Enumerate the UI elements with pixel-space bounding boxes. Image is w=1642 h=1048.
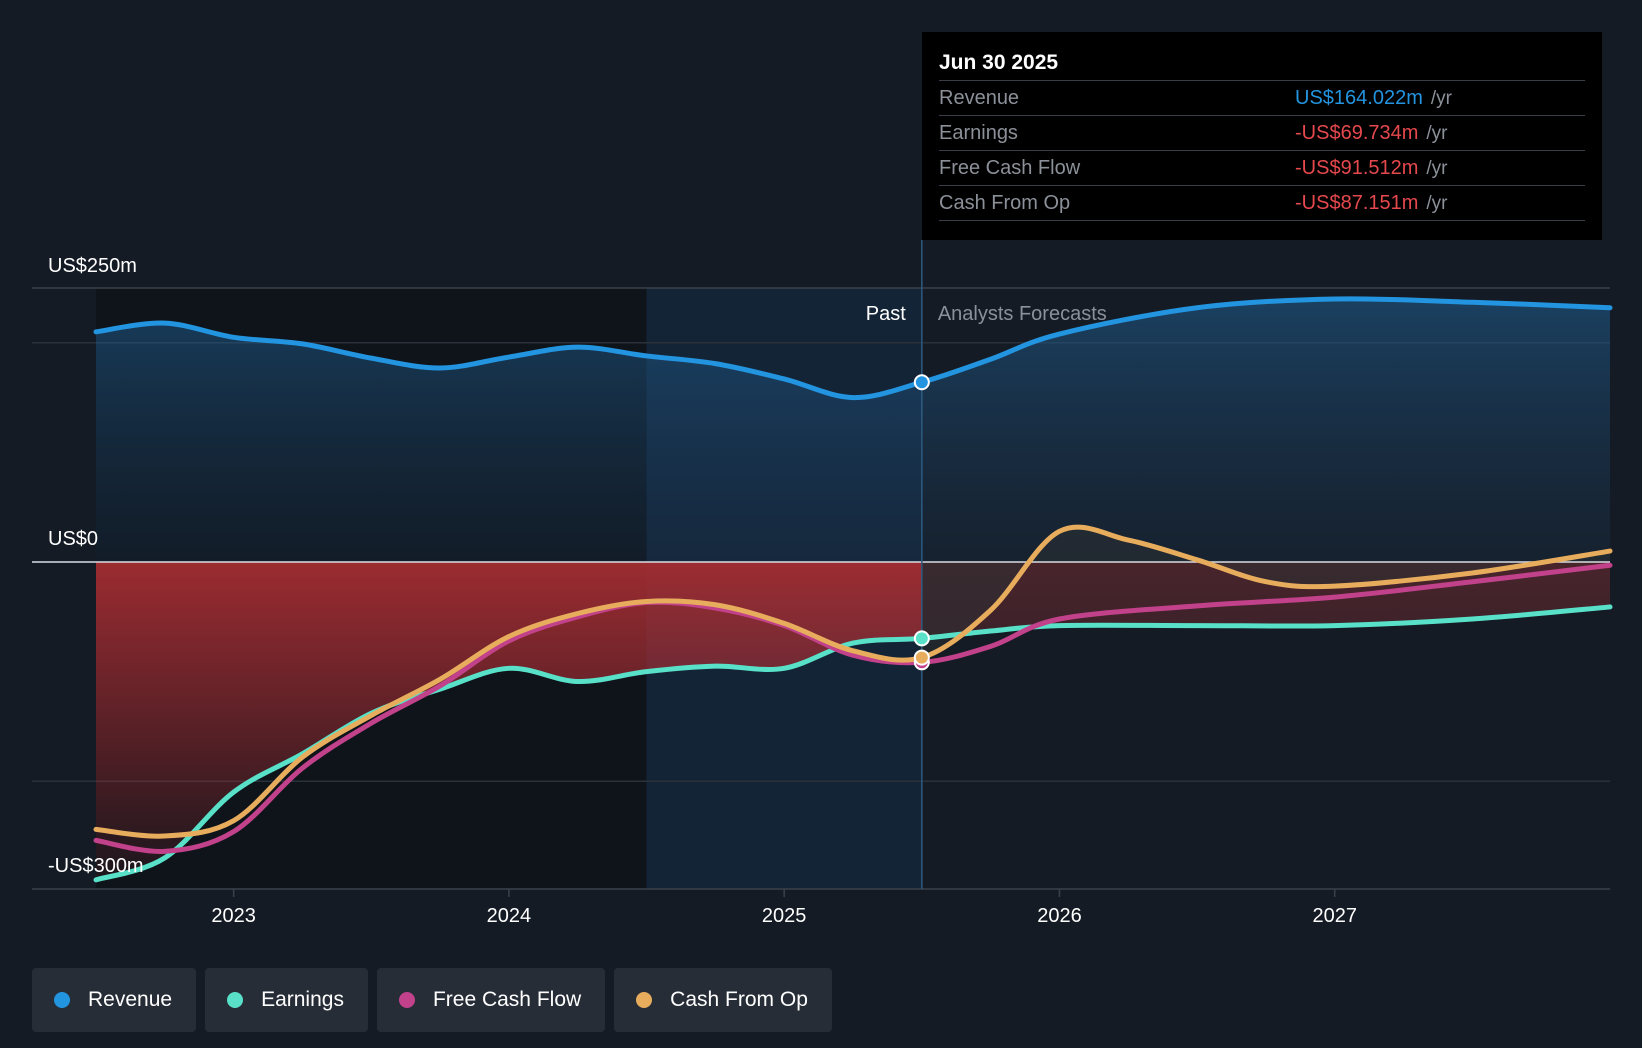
tooltip-row-label: Cash From Op bbox=[939, 192, 1071, 214]
legend-dot-icon bbox=[398, 992, 415, 1008]
legend-dot-icon bbox=[54, 992, 70, 1008]
legend: Revenue Earnings Free Cash Flow Cash From O… bbox=[32, 968, 832, 1032]
cash-from-op-area bbox=[921, 527, 1610, 658]
tooltip-row-label: Earnings bbox=[939, 122, 1018, 144]
earnings-area-past bbox=[96, 562, 922, 880]
series-lines bbox=[93, 296, 1613, 883]
tooltip-row-unit: /yr bbox=[1426, 193, 1448, 214]
tooltip-rows: Revenue US$164.022m/yr Earnings -US$69.734m… bbox=[939, 81, 1585, 221]
y-label-top: US$250m bbox=[48, 255, 137, 277]
tooltip-row: Revenue US$164.022m/yr bbox=[939, 81, 1585, 116]
legend-dot-icon bbox=[227, 992, 244, 1008]
tooltip-row: Free Cash Flow -US$91.512m/yr bbox=[939, 151, 1585, 186]
legend-dot-icon bbox=[636, 992, 653, 1008]
x-tick-label: 2026 bbox=[1037, 905, 1082, 927]
x-tick-label: 2025 bbox=[762, 905, 807, 927]
past-label: Past bbox=[866, 303, 906, 325]
legend-item-earnings[interactable]: Earnings bbox=[205, 968, 368, 1032]
revenue-line bbox=[93, 296, 1613, 401]
tooltip-row-label: Free Cash Flow bbox=[939, 157, 1081, 179]
tooltip-row-label: Revenue bbox=[939, 87, 1020, 109]
tooltip-row: Cash From Op -US$87.151m/yr bbox=[939, 186, 1585, 221]
tooltip-row-value: US$164.022m/yr bbox=[1295, 87, 1452, 109]
tooltip: Jun 30 2025 Revenue US$164.022m/yr Earning… bbox=[922, 32, 1602, 240]
x-axis: 2023 2024 2025 2026 2027 bbox=[211, 889, 1357, 927]
revenue-point bbox=[913, 374, 930, 391]
legend-item-free-cash-flow[interactable]: Free Cash Flow bbox=[376, 968, 606, 1032]
tooltip-row-unit: /yr bbox=[1426, 123, 1448, 144]
x-tick-label: 2027 bbox=[1312, 905, 1357, 927]
cash-from-op-line bbox=[93, 524, 1613, 839]
tooltip-row-unit: /yr bbox=[1430, 88, 1452, 109]
x-tick-label: 2024 bbox=[487, 905, 532, 927]
tooltip-row: Earnings -US$69.734m/yr bbox=[939, 116, 1585, 151]
tooltip-date: Jun 30 2025 bbox=[939, 46, 1585, 81]
legend-label: Revenue bbox=[88, 988, 173, 1011]
y-label-zero: US$0 bbox=[48, 528, 98, 550]
tooltip-row-value: -US$91.512m/yr bbox=[1295, 157, 1448, 179]
y-label-bottom: -US$300m bbox=[48, 855, 144, 877]
highlight-markers bbox=[913, 374, 930, 671]
legend-label: Earnings bbox=[261, 988, 344, 1011]
earnings-point bbox=[913, 630, 930, 647]
tooltip-row-value: -US$69.734m/yr bbox=[1295, 122, 1448, 144]
legend-label: Free Cash Flow bbox=[432, 988, 582, 1011]
x-tick-label: 2023 bbox=[211, 905, 256, 927]
cash-from-op-point bbox=[913, 649, 930, 666]
tooltip-row-unit: /yr bbox=[1426, 158, 1448, 179]
legend-item-revenue[interactable]: Revenue bbox=[32, 968, 197, 1032]
legend-item-cash-from-op[interactable]: Cash From Op bbox=[614, 968, 832, 1032]
tooltip-row-value: -US$87.151m/yr bbox=[1295, 192, 1448, 214]
free-cash-flow-line bbox=[93, 562, 1613, 854]
legend-label: Cash From Op bbox=[670, 988, 808, 1011]
forecast-label: Analysts Forecasts bbox=[938, 303, 1107, 325]
